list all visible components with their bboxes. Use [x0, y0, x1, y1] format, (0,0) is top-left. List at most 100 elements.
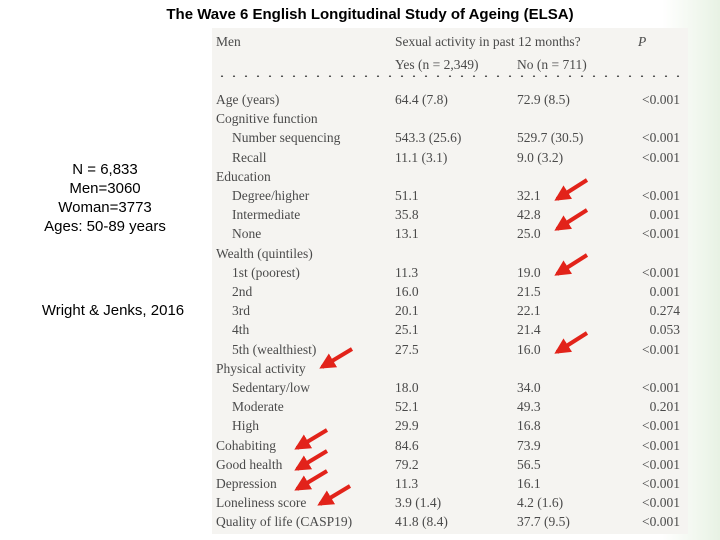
table-row: Wealth (quintiles) [212, 246, 688, 265]
p-value: 0.053 [649, 322, 680, 338]
p-value: <0.001 [642, 495, 680, 511]
p-header: P [638, 34, 647, 49]
no-header: No (n = 711) [517, 57, 587, 72]
citation: Wright & Jenks, 2016 [41, 302, 185, 319]
slide-title: The Wave 6 English Longitudinal Study of… [166, 6, 574, 23]
row-label: Sedentary/low [232, 380, 310, 395]
yes-value: 11.1 (3.1) [395, 149, 448, 165]
no-value: 72.9 (8.5) [517, 92, 570, 107]
yes-value: 11.3 [395, 264, 419, 280]
yes-value: 20.1 [395, 303, 419, 319]
yes-value: 543.3 (25.6) [395, 130, 462, 146]
row-label: 2nd [232, 284, 253, 299]
p-value: 0.001 [649, 284, 680, 299]
yes-value: 35.8 [395, 207, 419, 223]
table-row: 1st (poorest) 11.3 19.0 <0.001 [212, 265, 688, 284]
p-value: <0.001 [642, 226, 680, 242]
no-value: 25.0 [517, 226, 541, 242]
p-value: <0.001 [642, 380, 680, 395]
table-row: Recall 11.1 (3.1) 9.0 (3.2) <0.001 [212, 150, 688, 169]
p-value: <0.001 [642, 264, 680, 280]
no-value: 37.7 (9.5) [517, 514, 570, 530]
row-label: Education [216, 168, 271, 184]
no-value: 9.0 (3.2) [517, 149, 564, 165]
row-label: Wealth (quintiles) [216, 245, 313, 261]
row-label: 1st (poorest) [232, 264, 300, 280]
table-row: Good health 79.2 56.5 <0.001 [212, 457, 688, 476]
row-label: 5th (wealthiest) [232, 341, 317, 357]
no-value: 19.0 [517, 264, 541, 280]
row-label: Number sequencing [232, 130, 341, 146]
table-row: Sedentary/low 18.0 34.0 <0.001 [212, 380, 688, 399]
table-row: Physical activity [212, 361, 688, 380]
yes-value: 29.9 [395, 418, 419, 434]
table-row: Degree/higher 51.1 32.1 <0.001 [212, 188, 688, 207]
row-label: Quality of life (CASP19) [216, 514, 353, 530]
p-value: <0.001 [642, 437, 680, 453]
p-value: <0.001 [642, 476, 680, 491]
p-value: <0.001 [642, 92, 680, 107]
stat-ages: Ages: 50-89 years [44, 218, 166, 235]
yes-value: 25.1 [395, 322, 419, 338]
results-table: Men Sexual activity in past 12 months? P… [212, 28, 688, 534]
no-value: 16.8 [517, 418, 541, 434]
p-value: <0.001 [642, 418, 680, 434]
yes-value: 16.0 [395, 284, 419, 299]
table-row: Cognitive function [212, 111, 688, 130]
p-value: <0.001 [642, 130, 680, 146]
no-value: 16.0 [517, 341, 541, 357]
table-row: 5th (wealthiest) 27.5 16.0 <0.001 [212, 342, 688, 361]
p-value: 0.201 [649, 399, 680, 415]
dotted-divider [216, 75, 682, 77]
no-value: 49.3 [517, 399, 541, 415]
no-value: 4.2 (1.6) [517, 495, 564, 511]
no-value: 21.5 [517, 284, 541, 299]
p-value: <0.001 [642, 456, 680, 472]
yes-value: 13.1 [395, 226, 419, 242]
yes-value: 27.5 [395, 341, 419, 357]
row-label: 3rd [232, 303, 250, 319]
table-row: Quality of life (CASP19) 41.8 (8.4) 37.7 (… [212, 514, 688, 533]
table-row: Intermediate 35.8 42.8 0.001 [212, 207, 688, 226]
no-value: 56.5 [517, 456, 541, 472]
no-value: 73.9 [517, 437, 541, 453]
table-row: 4th 25.1 21.4 0.053 [212, 322, 688, 341]
yes-value: 18.0 [395, 380, 419, 395]
row-label: Loneliness score [216, 495, 307, 511]
row-label: Good health [216, 456, 283, 472]
table-row: Age (years) 64.4 (7.8) 72.9 (8.5) <0.001 [212, 92, 688, 111]
p-value: <0.001 [642, 341, 680, 357]
table-row: 3rd 20.1 22.1 0.274 [212, 303, 688, 322]
row-label: Depression [216, 476, 277, 491]
table-row: None 13.1 25.0 <0.001 [212, 226, 688, 245]
table-row: Moderate 52.1 49.3 0.201 [212, 399, 688, 418]
no-value: 34.0 [517, 380, 541, 395]
row-label: Degree/higher [232, 188, 310, 203]
yes-value: 79.2 [395, 456, 419, 472]
row-label: None [232, 226, 262, 242]
stat-women: Woman=3773 [58, 199, 152, 216]
yes-value: 3.9 (1.4) [395, 495, 442, 511]
stat-n: N = 6,833 [72, 161, 138, 178]
table-row: High 29.9 16.8 <0.001 [212, 418, 688, 437]
stat-men: Men=3060 [69, 180, 141, 197]
row-label: Age (years) [216, 92, 280, 107]
p-value: <0.001 [642, 514, 680, 530]
row-label: 4th [232, 322, 250, 338]
p-value: <0.001 [642, 188, 680, 203]
p-value: 0.274 [649, 303, 680, 319]
table-row: Cohabiting 84.6 73.9 <0.001 [212, 438, 688, 457]
p-value: 0.001 [649, 207, 680, 223]
no-value: 42.8 [517, 207, 541, 223]
table-row: 2nd 16.0 21.5 0.001 [212, 284, 688, 303]
yes-value: 11.3 [395, 476, 419, 491]
table-row: Loneliness score 3.9 (1.4) 4.2 (1.6) <0.001 [212, 495, 688, 514]
group-label: Men [216, 34, 241, 49]
row-label: Physical activity [216, 360, 306, 376]
no-value: 21.4 [517, 322, 541, 338]
table-row: Number sequencing 543.3 (25.6) 529.7 (30.5… [212, 130, 688, 149]
yes-value: 41.8 (8.4) [395, 514, 448, 530]
sample-stats: N = 6,833 Men=3060 Woman=3773 Ages: 50-8… [0, 160, 210, 236]
no-value: 16.1 [517, 476, 541, 491]
row-label: Cognitive function [216, 111, 318, 127]
